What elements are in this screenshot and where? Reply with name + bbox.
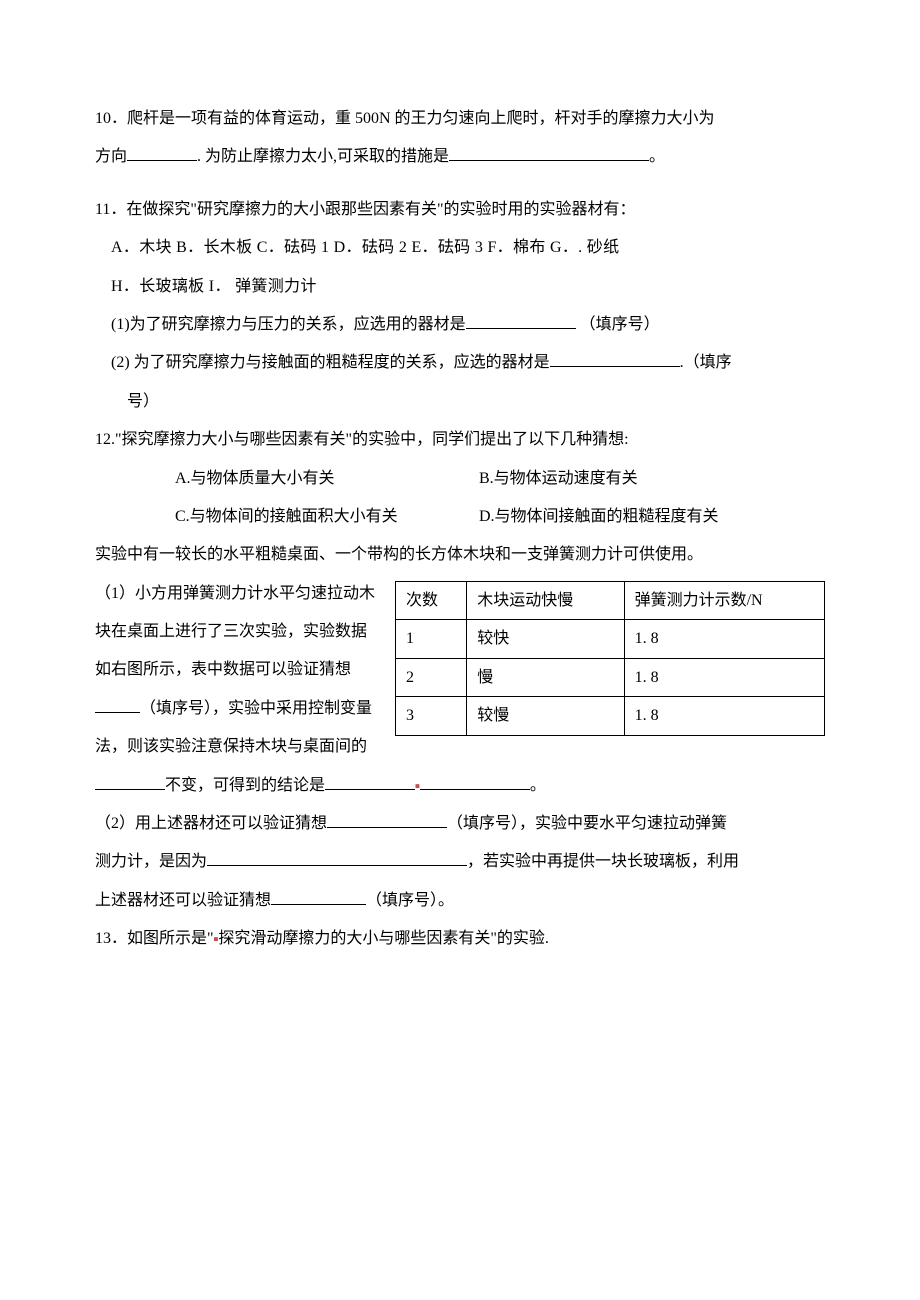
blank xyxy=(449,144,649,161)
q11-p2-a: (2) 为了研究摩擦力与接触面的粗糙程度的关系，应选的器材是 xyxy=(111,354,550,371)
data-table: 次数 木块运动快慢 弹簧测力计示数/N 1 较快 1. 8 2 慢 1. 8 3… xyxy=(395,581,825,736)
blank xyxy=(271,888,366,905)
blank xyxy=(327,811,447,828)
q12-p1-f: 不变，可得到的结论是■。 xyxy=(95,767,825,805)
blank xyxy=(127,144,197,161)
q12-p2-a: （2）用上述器材还可以验证猜想 xyxy=(95,815,327,832)
q11-items-1: A．木块 B．长木板 C．砝码 1 D．砝码 2 E．砝码 3 F．棉布 G．.… xyxy=(95,229,825,267)
th-n: 次数 xyxy=(396,581,467,620)
q12-p2-l1: （2）用上述器材还可以验证猜想 （填序号），实验中要水平匀速拉动弹簧 xyxy=(95,805,825,843)
q12-p1-d: （填序号），实验中采用控制变量 xyxy=(95,690,385,728)
q12-setup: 实验中有一较长的水平粗糙桌面、一个带构的长方体木块和一支弹簧测力计可供使用。 xyxy=(95,536,825,574)
q10-l2-a: 方向 xyxy=(95,148,127,165)
q10-l2-c: 。 xyxy=(649,148,665,165)
cell: 慢 xyxy=(467,658,624,697)
q12-flex: （1）小方用弹簧测力计水平匀速拉动木 块在桌面上进行了三次实验，实验数据 如右图… xyxy=(95,575,825,767)
q11-p1-a: (1)为了研究摩擦力与压力的关系，应选用的器材是 xyxy=(111,316,466,333)
q11-p2-l2: 号） xyxy=(95,383,825,421)
q10-line1: 10．爬杆是一项有益的体育运动，重 500N 的王力匀速向上爬时，杆对手的摩擦力… xyxy=(95,100,825,138)
cell: 较慢 xyxy=(467,697,624,736)
cell: 2 xyxy=(396,658,467,697)
q13-a: 13．如图所示是" xyxy=(95,930,214,947)
q11-p2-b: .（填序 xyxy=(680,354,732,371)
spacer xyxy=(95,177,825,191)
cell: 1. 8 xyxy=(624,620,824,659)
q12-p2-f: （填序号）。 xyxy=(366,892,454,909)
q12-p1-d-t: （填序号），实验中采用控制变量 xyxy=(140,700,372,717)
q12-opt-d: D.与物体间接触面的粗糙程度有关 xyxy=(479,508,719,525)
blank xyxy=(466,312,576,329)
cell: 较快 xyxy=(467,620,624,659)
q12-p1-e: 法，则该实验注意保持木块与桌面间的 xyxy=(95,728,385,766)
q12-p2-e: 上述器材还可以验证猜想 xyxy=(95,892,271,909)
q12-p1-f-b: 。 xyxy=(530,777,546,794)
th-speed: 木块运动快慢 xyxy=(467,581,624,620)
blank xyxy=(207,849,467,866)
cell: 1 xyxy=(396,620,467,659)
q11-items-2: H．长玻璃板 I． 弹簧测力计 xyxy=(95,268,825,306)
q12-opt-b: B.与物体运动速度有关 xyxy=(479,470,638,487)
table-row: 1 较快 1. 8 xyxy=(396,620,825,659)
q13-b: 探究滑动摩擦力的大小与哪些因素有关"的实验. xyxy=(218,930,549,947)
blank xyxy=(550,350,680,367)
q13-intro: 13．如图所示是"■探究滑动摩擦力的大小与哪些因素有关"的实验. xyxy=(95,920,825,958)
table-row: 2 慢 1. 8 xyxy=(396,658,825,697)
q12-p2-d: ，若实验中再提供一块长玻璃板，利用 xyxy=(467,853,739,870)
cell: 1. 8 xyxy=(624,658,824,697)
q11-p2-l1: (2) 为了研究摩擦力与接触面的粗糙程度的关系，应选的器材是 .（填序 xyxy=(95,344,825,382)
table-row: 3 较慢 1. 8 xyxy=(396,697,825,736)
q12-opt-a: A.与物体质量大小有关 xyxy=(175,460,475,498)
q12-opts-row1: A.与物体质量大小有关 B.与物体运动速度有关 xyxy=(95,460,825,498)
page-container: 10．爬杆是一项有益的体育运动，重 500N 的王力匀速向上爬时，杆对手的摩擦力… xyxy=(0,0,920,1019)
q12-p1-f-a: 不变，可得到的结论是 xyxy=(165,777,325,794)
th-val: 弹簧测力计示数/N xyxy=(624,581,824,620)
blank xyxy=(95,773,165,790)
q12-intro: 12."探究摩擦力大小与哪些因素有关"的实验中，同学们提出了以下几种猜想: xyxy=(95,421,825,459)
q12-p1-b: 块在桌面上进行了三次实验，实验数据 xyxy=(95,613,385,651)
blank xyxy=(420,773,530,790)
q12-opt-c: C.与物体间的接触面积大小有关 xyxy=(175,498,475,536)
q11-p1-b: （填序号） xyxy=(580,316,660,333)
blank xyxy=(325,773,415,790)
q12-opts-row2: C.与物体间的接触面积大小有关 D.与物体间接触面的粗糙程度有关 xyxy=(95,498,825,536)
table-header-row: 次数 木块运动快慢 弹簧测力计示数/N xyxy=(396,581,825,620)
q12-p2-c: 测力计，是因为 xyxy=(95,853,207,870)
blank xyxy=(95,696,140,713)
cell: 3 xyxy=(396,697,467,736)
q12-left-col: （1）小方用弹簧测力计水平匀速拉动木 块在桌面上进行了三次实验，实验数据 如右图… xyxy=(95,575,385,767)
q12-p1-a: （1）小方用弹簧测力计水平匀速拉动木 xyxy=(95,575,385,613)
q12-p1-c: 如右图所示，表中数据可以验证猜想 xyxy=(95,651,385,689)
q11-intro: 11．在做探究"研究摩擦力的大小跟那些因素有关"的实验时用的实验器材有： xyxy=(95,191,825,229)
q10-l2-b: . 为防止摩擦力太小,可采取的措施是 xyxy=(197,148,449,165)
q12-p2-l3: 上述器材还可以验证猜想 （填序号）。 xyxy=(95,882,825,920)
q12-p2-b: （填序号），实验中要水平匀速拉动弹簧 xyxy=(447,815,727,832)
q11-p1: (1)为了研究摩擦力与压力的关系，应选用的器材是 （填序号） xyxy=(95,306,825,344)
q10-line2: 方向 . 为防止摩擦力太小,可采取的措施是 。 xyxy=(95,138,825,176)
q12-p2-l2: 测力计，是因为 ，若实验中再提供一块长玻璃板，利用 xyxy=(95,843,825,881)
cell: 1. 8 xyxy=(624,697,824,736)
